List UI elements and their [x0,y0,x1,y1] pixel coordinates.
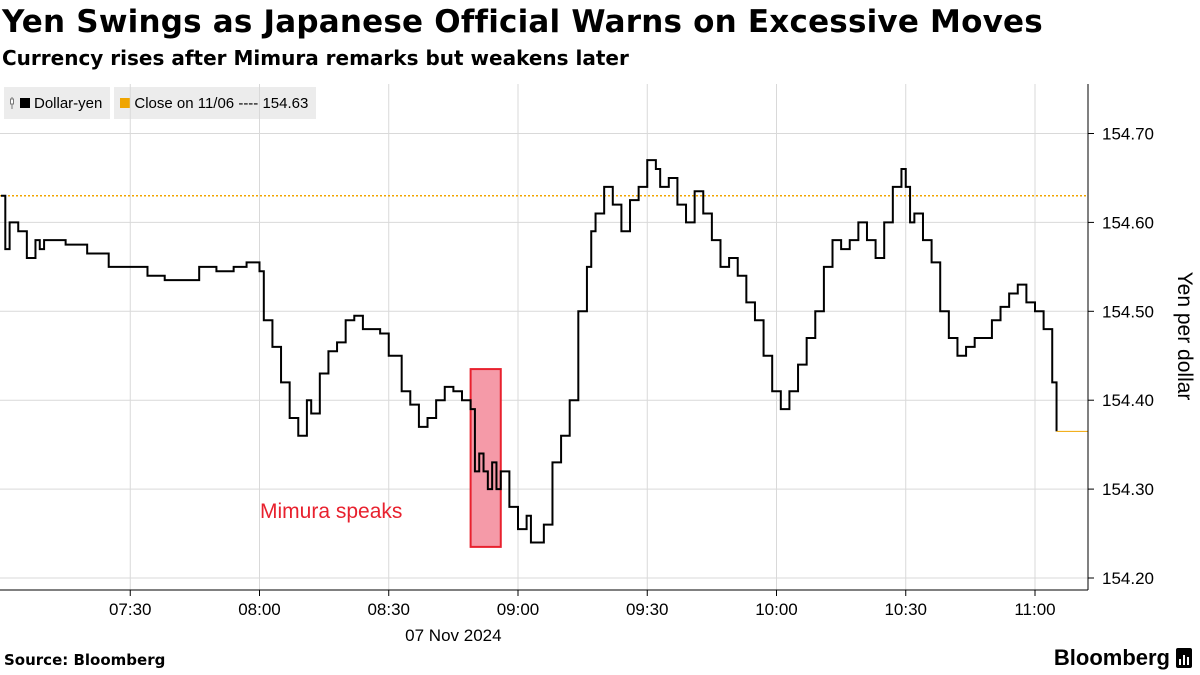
y-tick-label: 154.30 [1102,480,1154,499]
y-tick-label: 154.60 [1102,213,1154,232]
y-tick-labels: 154.20 154.30 154.40 154.50 154.60 154.70 [1102,125,1154,589]
y-tick-label: 154.50 [1102,302,1154,321]
x-tick-label: 07:30 [109,600,152,619]
legend: Dollar-yen Close on 11/06 ---- 154.63 [4,87,320,119]
reference-swatch [120,98,131,108]
terminal-icon [1176,648,1192,668]
legend-item-reference: Close on 11/06 ---- 154.63 [114,87,317,119]
date-label: 07 Nov 2024 [405,626,501,645]
y-axis-label: Yen per dollar [1173,272,1196,401]
y-tick-label: 154.40 [1102,391,1154,410]
axes [0,84,1089,591]
y-tick-label: 154.70 [1102,125,1154,144]
x-tick-label: 09:00 [497,600,540,619]
legend-label-series: Dollar-yen [34,94,103,112]
x-tick-label: 09:30 [626,600,669,619]
chart-title: Yen Swings as Japanese Official Warns on… [2,4,1043,40]
legend-label-reference: Close on 11/06 ---- 154.63 [134,94,309,112]
gridlines [0,133,1094,579]
x-tick-labels: 07:30 08:00 08:30 09:00 09:30 10:00 10:30 11:00 [109,600,1056,619]
series-dollar-yen [1,159,1058,544]
x-tick-label: 11:00 [1014,600,1055,619]
brand-text: Bloomberg [1053,645,1170,670]
chart-subtitle: Currency rises after Mimura remarks but … [2,46,629,70]
y-tick-label: 154.20 [1102,569,1154,588]
candle-icon [10,97,14,109]
legend-item-dollar-yen: Dollar-yen [4,87,111,119]
x-tick-label: 08:30 [367,600,410,619]
annotation-mimura-speaks: Mimura speaks [260,500,402,523]
x-tick-label: 10:30 [884,600,927,619]
bloomberg-logo: Bloomberg [1054,645,1192,671]
series-line-dollar-yen [1,159,1058,544]
x-tick-label: 08:00 [238,600,281,619]
series-swatch [20,98,30,108]
source-note: Source: Bloomberg [4,651,166,669]
x-tick-label: 10:00 [755,600,798,619]
